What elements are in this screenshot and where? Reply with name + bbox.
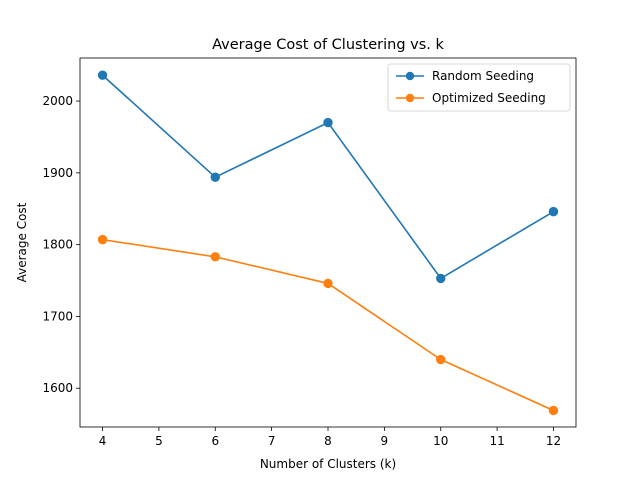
data-point: [323, 117, 333, 128]
x-axis-title: Number of Clusters (k): [260, 457, 396, 471]
data-point: [323, 278, 333, 289]
plot-frame: [79, 57, 577, 428]
x-tick-label: 9: [381, 434, 389, 448]
data-point: [436, 273, 446, 284]
data-point: [436, 354, 446, 365]
x-tick-label: 8: [324, 434, 332, 448]
y-tick-label: 1900: [42, 166, 73, 180]
y-tick-label: 1700: [42, 309, 73, 323]
data-point: [210, 172, 220, 182]
legend-marker: [405, 71, 415, 81]
y-axis-title: Average Cost: [15, 202, 29, 282]
x-tick-label: 10: [433, 434, 448, 448]
data-point: [210, 252, 220, 262]
data-point: [97, 70, 108, 80]
legend: Random Seeding Optimized Seeding: [387, 63, 571, 112]
x-tick-label: 12: [546, 434, 561, 448]
legend-label: Optimized Seeding: [432, 91, 546, 105]
x-tick-label: 5: [155, 434, 163, 448]
y-tick-label: 1600: [42, 381, 73, 395]
data-point: [548, 206, 559, 217]
y-tick-label: 1800: [42, 238, 73, 252]
x-tick-label: 7: [268, 434, 276, 448]
data-point: [548, 405, 559, 416]
x-tick-label: 4: [99, 434, 107, 448]
legend-box: [387, 63, 571, 112]
x-tick-label: 6: [211, 434, 219, 448]
y-tick-label: 2000: [42, 94, 73, 108]
legend-marker: [405, 93, 415, 103]
series-line: [102, 238, 554, 412]
data-point: [97, 234, 108, 245]
chart-title: Average Cost of Clustering vs. k: [212, 37, 444, 53]
legend-label: Random Seeding: [432, 69, 534, 83]
x-tick-label: 11: [489, 434, 504, 448]
